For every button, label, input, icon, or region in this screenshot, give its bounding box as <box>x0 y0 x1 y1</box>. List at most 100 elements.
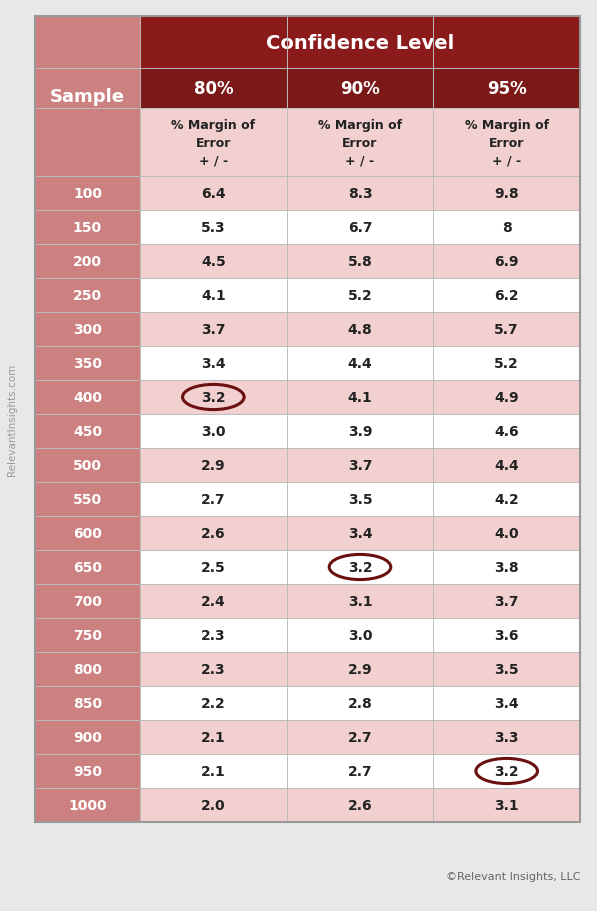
Text: 2.4: 2.4 <box>201 594 226 609</box>
Text: 4.6: 4.6 <box>494 425 519 438</box>
Bar <box>433 210 580 245</box>
Text: 2.3: 2.3 <box>201 629 226 642</box>
Text: 1000: 1000 <box>68 798 107 812</box>
Text: 2.2: 2.2 <box>201 696 226 711</box>
Bar <box>35 17 580 822</box>
Text: 900: 900 <box>73 731 102 744</box>
Text: 4.1: 4.1 <box>201 289 226 302</box>
Text: 350: 350 <box>73 356 102 371</box>
Bar <box>35 17 580 822</box>
Bar <box>140 448 287 483</box>
Bar <box>287 210 433 245</box>
Text: 2.5: 2.5 <box>201 560 226 574</box>
Text: 5.2: 5.2 <box>347 289 373 302</box>
Text: 800: 800 <box>73 662 102 676</box>
Bar <box>433 584 580 619</box>
Text: 2.0: 2.0 <box>201 798 226 812</box>
Text: 2.7: 2.7 <box>347 764 373 778</box>
Text: 4.5: 4.5 <box>201 255 226 269</box>
Text: 4.8: 4.8 <box>347 322 373 337</box>
Bar <box>287 415 433 448</box>
Text: 300: 300 <box>73 322 102 337</box>
Bar <box>140 788 287 822</box>
Bar <box>35 17 140 177</box>
Text: 100: 100 <box>73 187 102 200</box>
Bar <box>35 584 140 619</box>
Text: 500: 500 <box>73 458 102 473</box>
Bar <box>140 754 287 788</box>
Text: % Margin of
Error
+ / -: % Margin of Error + / - <box>171 118 256 168</box>
Text: 3.5: 3.5 <box>347 493 373 507</box>
Text: 2.9: 2.9 <box>347 662 373 676</box>
Bar <box>35 210 140 245</box>
Text: 750: 750 <box>73 629 102 642</box>
Bar <box>35 754 140 788</box>
Text: % Margin of
Error
+ / -: % Margin of Error + / - <box>464 118 549 168</box>
Text: 250: 250 <box>73 289 102 302</box>
Text: 650: 650 <box>73 560 102 574</box>
Bar <box>287 754 433 788</box>
Bar <box>35 381 140 415</box>
Text: 6.4: 6.4 <box>201 187 226 200</box>
Text: ©Relevant Insights, LLC: ©Relevant Insights, LLC <box>445 871 580 881</box>
Bar <box>433 245 580 279</box>
Bar <box>35 415 140 448</box>
Bar <box>140 177 287 210</box>
Text: 400: 400 <box>73 391 102 404</box>
Text: 5.3: 5.3 <box>201 220 226 235</box>
Bar <box>287 550 433 584</box>
Bar <box>287 619 433 652</box>
Text: 6.7: 6.7 <box>347 220 373 235</box>
Bar <box>433 279 580 312</box>
Text: % Margin of
Error
+ / -: % Margin of Error + / - <box>318 118 402 168</box>
Text: Sample: Sample <box>50 87 125 106</box>
Text: 3.8: 3.8 <box>494 560 519 574</box>
Text: 4.2: 4.2 <box>494 493 519 507</box>
Bar <box>35 279 140 312</box>
Text: 3.7: 3.7 <box>347 458 373 473</box>
Text: 3.4: 3.4 <box>201 356 226 371</box>
Bar <box>433 550 580 584</box>
Bar <box>35 346 140 381</box>
Bar <box>140 381 287 415</box>
Bar <box>140 312 287 346</box>
Text: 5.8: 5.8 <box>347 255 373 269</box>
Bar <box>35 686 140 721</box>
Bar <box>287 109 433 177</box>
Text: 8.3: 8.3 <box>347 187 373 200</box>
Bar <box>433 754 580 788</box>
Bar <box>287 69 433 109</box>
Bar <box>140 279 287 312</box>
Text: 2.8: 2.8 <box>347 696 373 711</box>
Bar <box>433 788 580 822</box>
Text: 4.1: 4.1 <box>347 391 373 404</box>
Text: 8: 8 <box>502 220 512 235</box>
Bar <box>287 312 433 346</box>
Bar <box>140 346 287 381</box>
Text: RelevantInsights.com: RelevantInsights.com <box>7 363 17 476</box>
Text: 3.9: 3.9 <box>347 425 373 438</box>
Bar <box>35 245 140 279</box>
Bar <box>140 69 287 109</box>
Text: 4.0: 4.0 <box>494 527 519 540</box>
Text: 3.2: 3.2 <box>494 764 519 778</box>
Text: 3.0: 3.0 <box>347 629 373 642</box>
Text: 3.0: 3.0 <box>201 425 226 438</box>
Bar <box>140 483 287 517</box>
Bar <box>287 346 433 381</box>
Text: 150: 150 <box>73 220 102 235</box>
Text: 3.4: 3.4 <box>494 696 519 711</box>
Bar <box>433 652 580 686</box>
Bar <box>287 584 433 619</box>
Text: 2.9: 2.9 <box>201 458 226 473</box>
Bar <box>287 517 433 550</box>
Text: 2.1: 2.1 <box>201 731 226 744</box>
Bar <box>433 686 580 721</box>
Text: 4.4: 4.4 <box>347 356 373 371</box>
Bar <box>140 415 287 448</box>
Text: 450: 450 <box>73 425 102 438</box>
Bar <box>140 652 287 686</box>
Bar <box>140 686 287 721</box>
Bar <box>433 517 580 550</box>
Bar <box>35 448 140 483</box>
